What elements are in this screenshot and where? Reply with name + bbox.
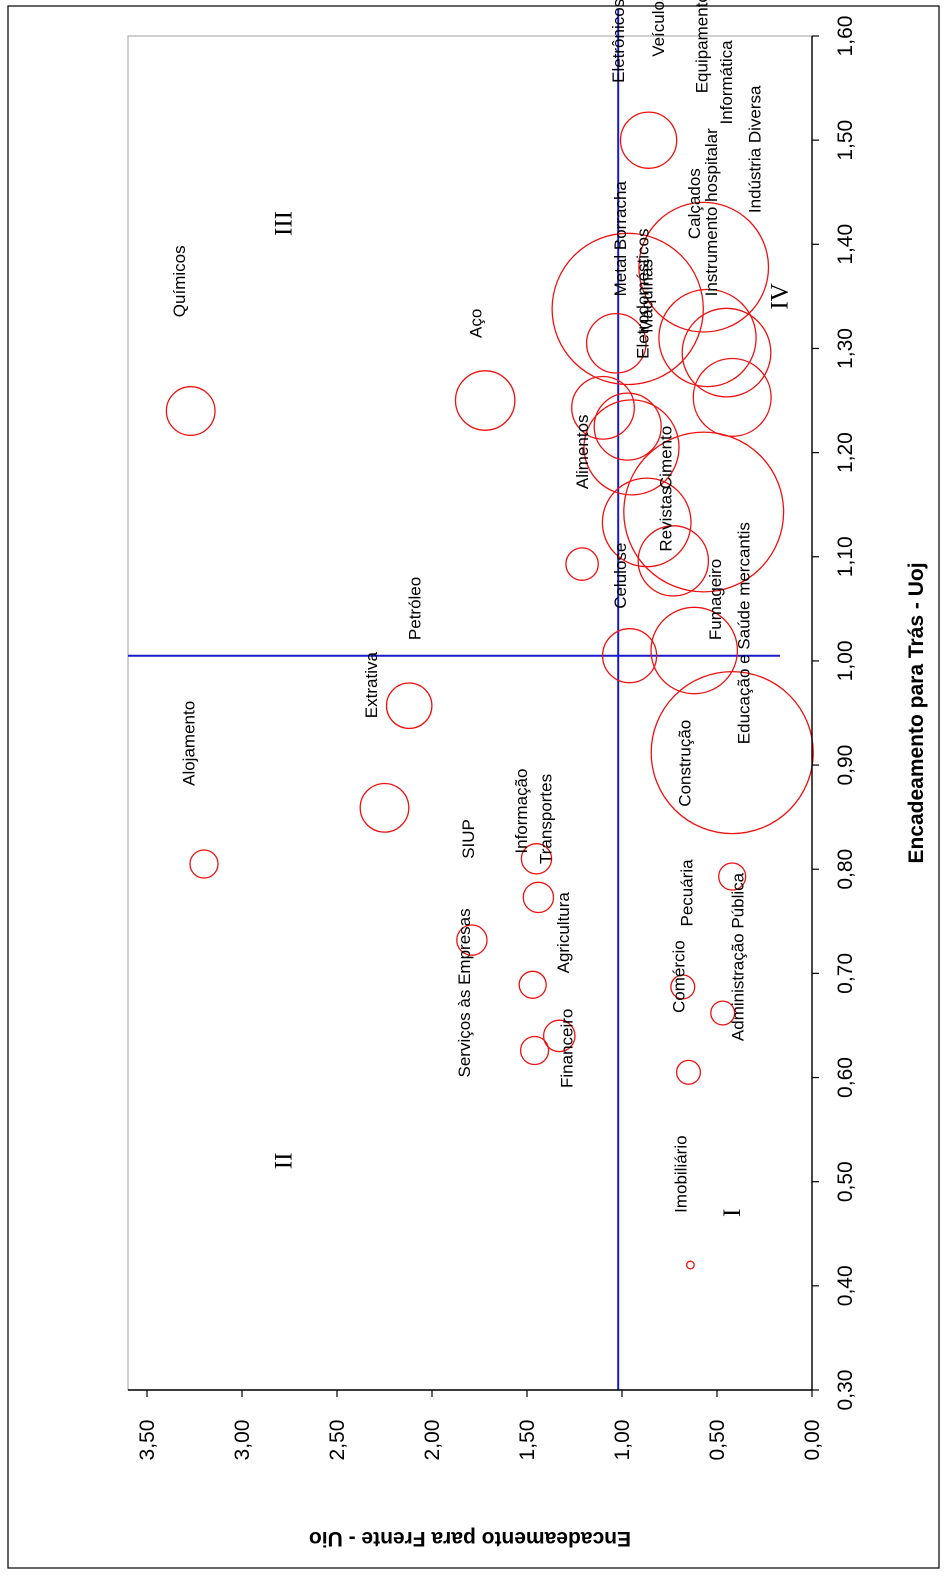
x-tick-label: 1,00 — [834, 640, 857, 681]
label-metal-borracha: Metal Borracha — [611, 181, 630, 297]
label-administracao-publica: Administração Pública — [729, 872, 748, 1041]
bubble-metal-borracha — [583, 399, 680, 496]
x-tick-label: 0,90 — [834, 745, 857, 786]
bubble-quimicos — [165, 386, 216, 436]
plot-area — [127, 35, 813, 1391]
bubble-construcao — [718, 862, 747, 891]
x-axis-title: Encadeamento para Trás - Uoj — [905, 562, 928, 863]
x-tick-label: 0,40 — [834, 1265, 857, 1306]
x-tick-label: 0,60 — [834, 1057, 857, 1098]
label-educacao-e-saude-mercantis: Educação e Saúde mercantis — [734, 522, 753, 744]
label-servicos-as-empresas: Serviços às Empresas — [455, 908, 474, 1077]
bubble-transportes — [520, 843, 553, 875]
bubble-maquinas — [593, 392, 662, 461]
bubble-informacao — [522, 881, 555, 914]
y-tick-label: 3,50 — [136, 1420, 159, 1461]
bubble-aco — [454, 370, 516, 431]
quadrant-label-iv: IV — [766, 283, 793, 309]
bubble-fumageiro — [650, 606, 739, 695]
bubble-industria-diversa — [681, 307, 772, 398]
y-tick-label: 0,00 — [801, 1420, 824, 1461]
quadrant-label-i: I — [719, 1209, 746, 1217]
bubble-siup — [518, 970, 547, 999]
label-equipamento-de-transporte: Equipamento de Transporte — [693, 0, 712, 93]
bubble-metal-borracha — [571, 375, 635, 440]
label-calcados: Calçados — [685, 168, 704, 239]
bubble-instrumento-hospitalar — [692, 357, 772, 437]
x-tick-label: 1,10 — [834, 536, 857, 577]
label-siup: SIUP — [459, 819, 478, 859]
bubble-pecuaria — [670, 974, 696, 1000]
label-industria-diversa: Indústria Diversa — [746, 85, 765, 213]
bubble-imobiliario — [685, 1260, 695, 1270]
x-tick-label: 1,20 — [834, 432, 857, 473]
x-tick-label: 1,30 — [834, 328, 857, 369]
x-tick-label: 0,30 — [834, 1370, 857, 1411]
label-extrativa: Extrativa — [362, 652, 381, 719]
bubble-equipamento-de-transporte — [638, 201, 770, 333]
bubble-alimentos — [565, 547, 599, 581]
y-tick-label: 2,50 — [326, 1420, 349, 1461]
bubble-cimento — [601, 477, 692, 568]
marks-layer: Imobiliário Financeiro Serviços às Empresa… — [128, 0, 814, 1390]
label-informatica: Informática — [717, 40, 736, 125]
bubble-administracao-publica — [710, 1000, 736, 1026]
quadrant-label-iii: III — [270, 211, 297, 236]
x-tick-label: 1,50 — [834, 120, 857, 161]
bubble-agricultura — [542, 1019, 576, 1053]
label-transportes: Transportes — [537, 774, 556, 864]
label-agricultura: Agricultura — [554, 892, 573, 974]
y-tick-label: 1,00 — [611, 1420, 634, 1461]
x-tick-label: 1,60 — [834, 16, 857, 57]
x-tick-label: 0,80 — [834, 849, 857, 890]
label-eletronicos: Eletrônicos — [609, 0, 628, 83]
bubble-extrativa — [359, 782, 410, 833]
y-tick-label: 2,00 — [421, 1420, 444, 1461]
bubble-calcados — [658, 288, 757, 388]
label-alojamento: Alojamento — [180, 701, 199, 786]
bubble-celulose — [601, 628, 658, 684]
y-axis-title: Encadeamento para Frente - Uio — [309, 1527, 631, 1550]
label-cimento: Cimento — [656, 426, 675, 489]
label-fumageiro: Fumageiro — [706, 559, 725, 640]
label-instrumento-hospitalar: Instrumento hospitalar — [702, 128, 721, 297]
bubble-revistas — [637, 525, 710, 597]
bubble-veiculos — [619, 111, 678, 169]
x-tick-label: 1,40 — [834, 224, 857, 265]
y-tick-label: 1,50 — [516, 1420, 539, 1461]
label-financeiro: Financeiro — [558, 1009, 577, 1088]
label-imobiliario: Imobiliário — [672, 1135, 691, 1212]
x-tick-label: 0,70 — [834, 953, 857, 994]
label-quimicos: Químicos — [170, 245, 189, 317]
bubble-servicos-as-empresas — [456, 924, 488, 956]
label-construcao: Construção — [675, 720, 694, 807]
bubble-comercio — [675, 1059, 702, 1085]
x-tick-label: 0,50 — [834, 1161, 857, 1202]
label-alimentos: Alimentos — [573, 414, 592, 489]
label-informacao: Informação — [512, 769, 531, 854]
label-veiculos: Veículos — [649, 0, 668, 57]
label-petroleo: Petróleo — [406, 577, 425, 640]
label-pecuaria: Pecuária — [677, 859, 696, 927]
label-revistas: Revistas — [656, 486, 675, 551]
axes-layer: 0,30 0,40 0,50 0,60 0,70 0,80 0,90 1,00 1,10 1,20… — [128, 16, 857, 1461]
quadrant-label-ii: II — [270, 1153, 297, 1170]
label-eletrodomesticos: Eletrodomésticos — [634, 229, 653, 359]
bubble-financeiro — [519, 1035, 550, 1066]
label-maquinas: Máquinas — [637, 259, 656, 333]
label-celulose: Celulose — [611, 543, 630, 609]
bubble-eletrodomesticos — [623, 431, 785, 593]
bubble-petroleo — [385, 682, 433, 730]
label-aco: Aço — [466, 309, 485, 338]
y-tick-label: 0,50 — [706, 1420, 729, 1461]
y-tick-label: 3,00 — [231, 1420, 254, 1461]
bubble-metal-borracha — [585, 312, 647, 374]
bubble-alojamento — [189, 849, 219, 879]
label-comercio: Comércio — [670, 940, 689, 1013]
bubble-eletronicos — [551, 232, 704, 386]
